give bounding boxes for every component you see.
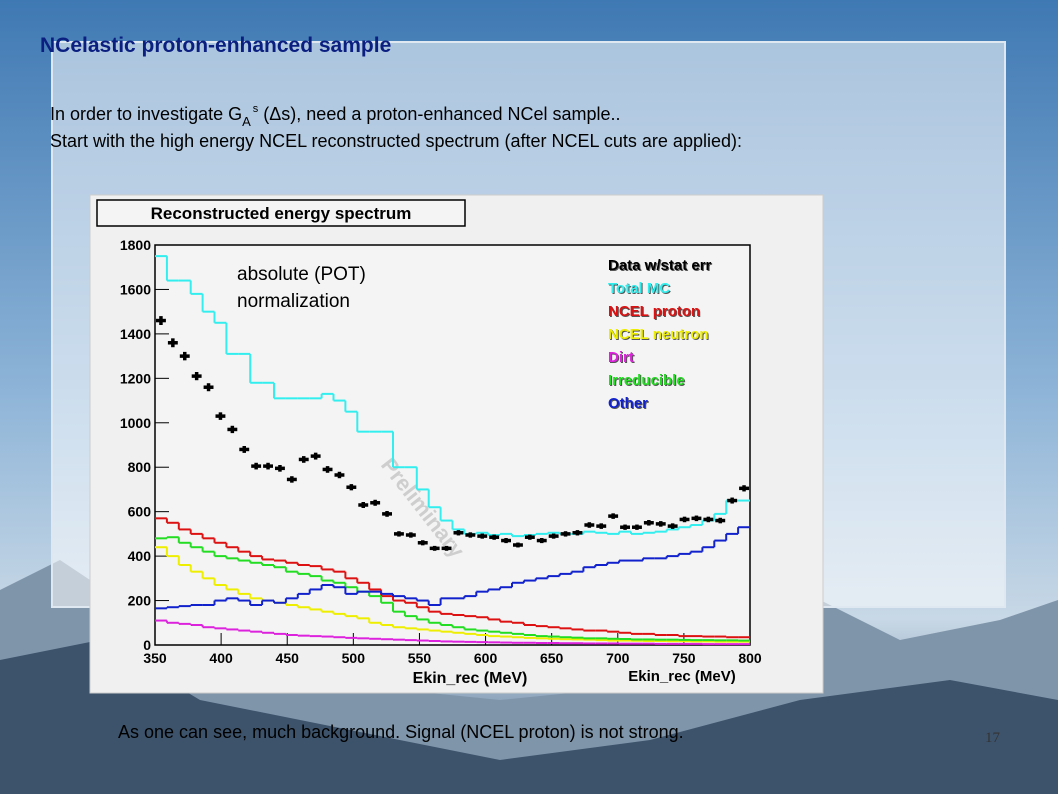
x-tick-label: 650 [540,650,564,666]
superscript: s [253,103,259,115]
x-tick-label: 700 [606,650,630,666]
intro-line-2: Start with the high energy NCEL reconstr… [50,131,742,151]
x-tick-label: 600 [474,650,498,666]
y-tick-label: 200 [128,593,152,609]
y-tick-label: 600 [128,504,152,520]
y-tick-label: 1600 [120,281,151,297]
y-tick-label: 1400 [120,326,151,342]
legend-entry: Irreducible [608,372,685,389]
legend-shadow: Data w/stat err [609,258,713,275]
slide-title: NCelastic proton-enhanced sample [40,34,391,57]
x-tick-label: 550 [408,650,432,666]
x-tick-label: 450 [276,650,300,666]
page-number: 17 [985,730,1001,746]
legend-entry: Total MC [608,280,670,297]
y-tick-label: 1000 [120,415,151,431]
legend-shadow: Total MC [609,281,671,298]
legend-entry: Data w/stat err [608,257,712,274]
conclusion: As one can see, much background. Signal … [118,722,684,742]
legend-shadow: Dirt [609,350,635,367]
y-tick-label: 1800 [120,237,151,253]
x-tick-label: 400 [209,650,233,666]
legend-shadow: NCEL proton [609,304,701,321]
y-tick-label: 0 [143,637,151,653]
subscript: A [242,114,251,129]
annotation: absolute (POT) [237,264,366,285]
legend-shadow: Irreducible [609,373,686,390]
mountains-front [0,640,1058,794]
x-tick-label: 500 [342,650,366,666]
annotation: Ekin_rec (MeV) [628,668,736,685]
legend-entry: NCEL neutron [608,326,709,343]
text: (Δs), need a proton-enhanced NCel sample… [258,104,620,124]
text: In order to investigate G [50,104,242,124]
chart-title: Reconstructed energy spectrum [151,204,412,223]
x-tick-label: 750 [672,650,696,666]
x-axis-label: Ekin_rec (MeV) [413,670,528,687]
y-tick-label: 400 [128,548,152,564]
annotation: normalization [237,291,350,312]
legend-entry: Other [608,395,648,412]
plot: 0 200 400 600 800 1000 1200 1400 1600 1800 350 400 4… [120,237,762,666]
x-tick-label: 350 [143,650,167,666]
legend-entry: Dirt [608,349,634,366]
legend-entry: NCEL proton [608,303,700,320]
title-box [96,199,466,227]
y-tick-label: 1200 [120,370,151,386]
legend-shadow: Other [609,396,649,413]
plot-frame [154,244,751,646]
legend-shadow: NCEL neutron [609,327,710,344]
intro-line-1: In order to investigate GAs (Δs), need a… [50,103,621,129]
x-tick-label: 800 [738,650,762,666]
y-tick-label: 800 [128,459,152,475]
